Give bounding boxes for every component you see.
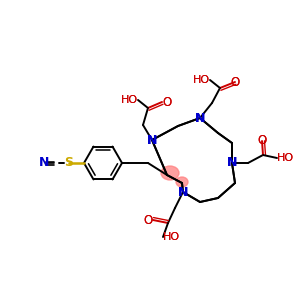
Text: HO: HO [163,232,180,242]
Text: HO: HO [163,232,180,242]
Text: O: O [230,76,240,88]
Ellipse shape [161,166,179,180]
Text: O: O [257,134,267,148]
Text: HO: HO [277,153,294,163]
Text: N: N [178,185,188,199]
Text: N: N [147,134,157,146]
Ellipse shape [176,177,188,187]
Text: HO: HO [277,153,294,163]
Text: HO: HO [121,95,138,105]
Text: HO: HO [193,75,210,85]
Text: HO: HO [193,75,210,85]
Text: S: S [64,157,74,169]
Text: HO: HO [121,95,138,105]
Text: O: O [230,76,240,88]
Text: O: O [162,95,171,109]
Text: O: O [162,95,171,109]
Text: O: O [144,214,153,226]
Text: N: N [195,112,205,124]
Text: N: N [147,134,157,146]
Text: N: N [195,112,205,124]
Text: N: N [178,185,188,199]
Text: N: N [227,157,237,169]
Text: O: O [257,134,267,148]
Text: O: O [144,214,153,226]
Text: N: N [227,157,237,169]
Text: N: N [39,157,49,169]
